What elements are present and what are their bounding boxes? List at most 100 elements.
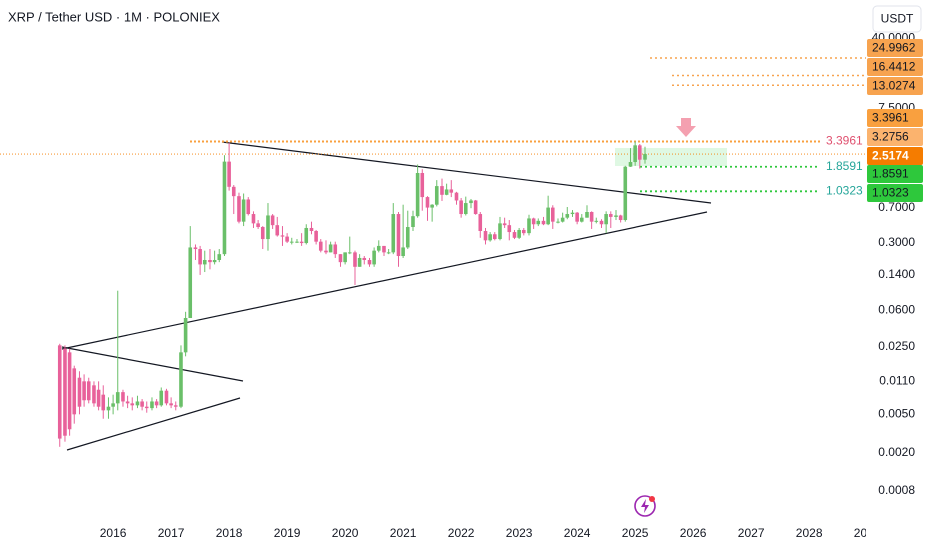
candle-body (604, 214, 608, 225)
price-label: 24.9962 (872, 41, 916, 55)
trendline (66, 397, 241, 451)
candle-body (517, 229, 521, 238)
candle-body (101, 394, 106, 411)
candle-body (241, 199, 246, 222)
x-tick-label: 2019 (274, 526, 301, 540)
candle-body (599, 220, 604, 225)
candle-body (498, 223, 502, 240)
candle-body (92, 385, 96, 404)
alert-icon[interactable] (634, 495, 656, 517)
y-tick-label: 0.0250 (878, 339, 915, 353)
candle-body (512, 232, 517, 238)
candle-body (299, 241, 304, 244)
candle-body (570, 212, 575, 215)
icon-ring (634, 495, 656, 517)
candle-body (575, 212, 579, 222)
price-label: 3.3961 (872, 111, 909, 125)
candle-body (478, 214, 483, 232)
candle-body (405, 227, 410, 248)
candle-body (144, 406, 149, 409)
candle-body (492, 234, 497, 240)
candle-body (217, 254, 222, 260)
candle-body (556, 221, 560, 223)
trendlines (61, 141, 712, 451)
candle-body (198, 249, 202, 265)
candle-body (628, 162, 633, 167)
price-label: 2.5174 (872, 149, 909, 163)
candle-body (309, 227, 314, 232)
price-label: 1.0323 (872, 186, 909, 200)
candle-body (67, 352, 72, 430)
candle-body (328, 244, 333, 253)
x-tick-label: 2023 (506, 526, 533, 540)
y-tick-label: 0.0050 (878, 407, 915, 421)
candle-body (527, 218, 531, 234)
y-tick-label: 0.1400 (878, 267, 915, 281)
candle-body (463, 203, 468, 215)
candle-body (280, 235, 285, 237)
candle-body (96, 389, 101, 407)
candle-body (430, 204, 434, 208)
price-label: 13.0274 (872, 79, 916, 93)
candle-body (633, 145, 637, 163)
candle-body (585, 211, 589, 218)
x-tick-label: 2018 (216, 526, 243, 540)
candle-body (521, 229, 526, 234)
candle-body (256, 223, 260, 228)
candle-body (121, 392, 125, 402)
plot-area: 3.3961 1.8591 1.0323 (0, 57, 866, 451)
icon-bolt (641, 499, 649, 513)
candle-body (614, 215, 618, 217)
candle-body (608, 214, 613, 217)
candle-body (179, 352, 183, 407)
candle-body (546, 207, 550, 225)
candle-body (135, 401, 140, 406)
candle-body (260, 227, 265, 240)
candle-body (169, 403, 173, 406)
candle-body (347, 252, 352, 254)
candle-body (289, 241, 294, 243)
candle-body (386, 252, 391, 254)
currency-label[interactable]: USDT (881, 12, 914, 26)
price-label-box (867, 184, 923, 202)
x-tick-label: 2027 (738, 526, 765, 540)
candle-body (550, 207, 555, 222)
candle-body (643, 154, 647, 160)
price-label-box (867, 39, 923, 57)
candle-body (57, 345, 62, 439)
candle-body (444, 189, 449, 195)
candle-body (469, 200, 473, 204)
candle-body (130, 403, 135, 406)
candle-body (164, 390, 169, 404)
candle-body (227, 161, 231, 187)
candle-body (415, 173, 420, 217)
x-tick-label: 2024 (564, 526, 591, 540)
x-tick-label: 2020 (332, 526, 359, 540)
candle-body (251, 214, 256, 224)
candle-body (111, 403, 115, 407)
x-tick-label: 2026 (680, 526, 707, 540)
y-tick-label: 0.0008 (878, 483, 915, 497)
candle-body (183, 317, 188, 353)
candle-body (304, 227, 309, 244)
price-label-box (867, 58, 923, 76)
candle-body (488, 234, 492, 241)
candle-body (473, 200, 478, 215)
y-tick-label: 0.0600 (878, 303, 915, 317)
price-label: 1.8591 (872, 167, 909, 181)
candle-body (173, 405, 178, 407)
candle-body (202, 260, 207, 265)
candle-body (357, 257, 362, 267)
candle-body (154, 401, 159, 406)
candle-body (82, 381, 86, 401)
candle-body (246, 199, 251, 215)
y-tick-label: 0.7000 (878, 200, 915, 214)
y-tick-label: 0.3000 (878, 235, 915, 249)
price-label-box (867, 128, 923, 146)
currency-button[interactable] (872, 5, 922, 33)
candle-body (222, 161, 227, 255)
x-tick-label: 2021 (390, 526, 417, 540)
candle-body (459, 200, 463, 215)
